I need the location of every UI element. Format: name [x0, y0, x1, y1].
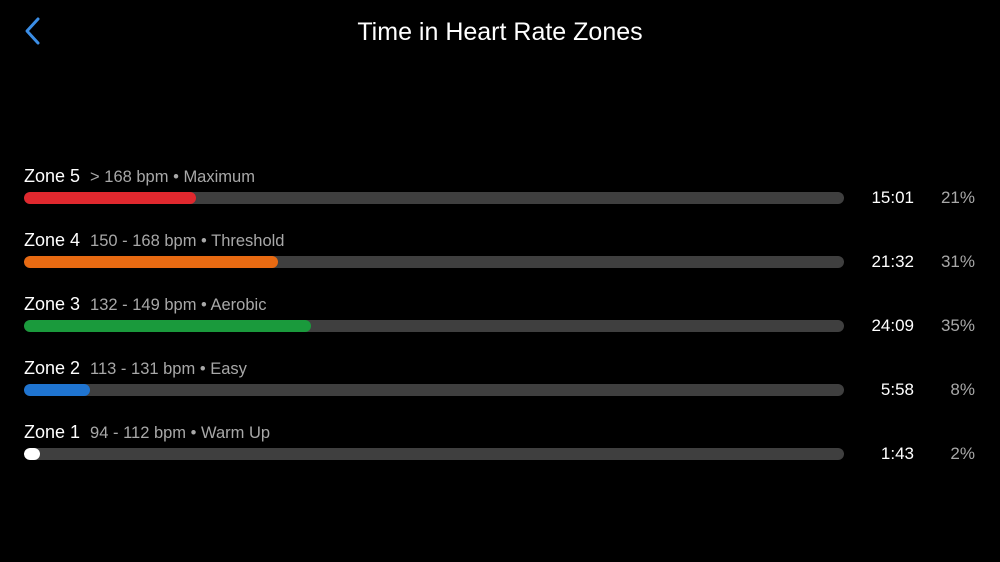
zone-row: Zone 1 94 - 112 bpm • Warm Up 1:43 2% — [24, 422, 984, 482]
zone-percent: 8% — [950, 380, 975, 399]
zone-row: Zone 4 150 - 168 bpm • Threshold 21:32 31… — [24, 230, 984, 290]
zone-label: Zone 1 94 - 112 bpm • Warm Up — [24, 422, 270, 443]
zone-range: 113 - 131 bpm — [90, 360, 196, 378]
zone-name: Zone 4 — [24, 230, 81, 250]
zone-row: Zone 5 > 168 bpm • Maximum 15:01 21% — [24, 166, 984, 226]
zone-progress-fill — [24, 448, 41, 460]
zone-type: Maximum — [183, 168, 255, 186]
zone-type: Easy — [210, 360, 247, 378]
zone-range: 150 - 168 bpm — [90, 232, 197, 250]
zone-range: > 168 bpm — [90, 168, 169, 186]
zone-percent: 31% — [940, 252, 975, 271]
zone-progress-track — [24, 448, 844, 460]
zone-progress-track — [24, 256, 844, 268]
zone-name: Zone 1 — [24, 422, 81, 442]
zone-name: Zone 5 — [24, 166, 81, 186]
chevron-left-icon — [25, 17, 40, 45]
zone-range: 94 - 112 bpm — [90, 424, 187, 442]
zone-percent: 21% — [940, 188, 975, 207]
zone-progress-track — [24, 320, 844, 332]
zone-progress-fill — [24, 192, 197, 204]
zone-label: Zone 3 132 - 149 bpm • Aerobic — [24, 294, 266, 315]
zone-time: 21:32 — [871, 252, 914, 271]
zone-percent: 35% — [940, 316, 975, 335]
zone-label: Zone 4 150 - 168 bpm • Threshold — [24, 230, 284, 251]
back-button[interactable] — [22, 16, 46, 46]
separator-dot: • — [168, 168, 184, 186]
separator-dot: • — [195, 360, 211, 378]
zone-name: Zone 2 — [24, 358, 81, 378]
zone-range: 132 - 149 bpm — [90, 296, 197, 314]
zone-type: Threshold — [211, 232, 285, 250]
zone-time: 15:01 — [871, 188, 914, 207]
zone-time: 24:09 — [871, 316, 914, 335]
zone-row: Zone 3 132 - 149 bpm • Aerobic 24:09 35% — [24, 294, 984, 354]
zone-type: Aerobic — [210, 296, 267, 314]
zone-progress-fill — [24, 384, 90, 396]
zone-type: Warm Up — [201, 424, 271, 442]
separator-dot: • — [196, 232, 212, 250]
zone-time: 5:58 — [880, 380, 914, 399]
zone-label: Zone 5 > 168 bpm • Maximum — [24, 166, 255, 187]
zone-name: Zone 3 — [24, 294, 81, 314]
zone-progress-track — [24, 384, 844, 396]
separator-dot: • — [196, 296, 211, 314]
zone-percent: 2% — [950, 444, 975, 463]
separator-dot: • — [186, 424, 202, 442]
zone-row: Zone 2 113 - 131 bpm • Easy 5:58 8% — [24, 358, 984, 418]
zone-label: Zone 2 113 - 131 bpm • Easy — [24, 358, 247, 379]
page-title: Time in Heart Rate Zones — [357, 18, 643, 46]
zone-progress-fill — [24, 256, 279, 268]
zone-progress-track — [24, 192, 844, 204]
zone-progress-fill — [24, 320, 311, 332]
zone-time: 1:43 — [880, 444, 914, 463]
